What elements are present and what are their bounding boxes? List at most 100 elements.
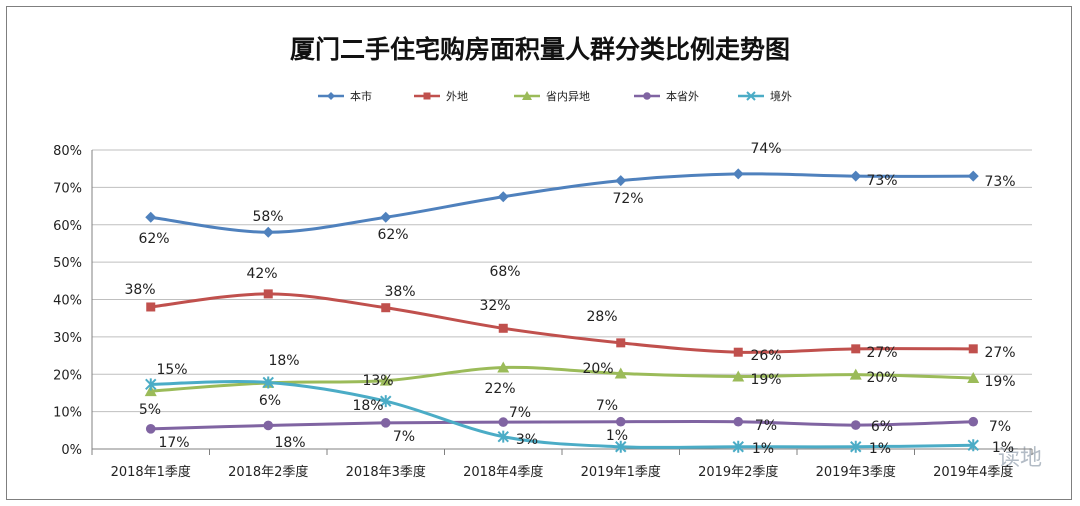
data-point — [850, 170, 862, 182]
data-point — [967, 439, 979, 452]
watermark: 读地 — [997, 446, 1042, 471]
data-point — [380, 211, 392, 223]
data-label: 62% — [138, 231, 169, 247]
series-line-3 — [150, 419, 974, 431]
data-label: 1% — [606, 428, 628, 444]
series-line-0 — [150, 172, 974, 234]
data-label: 1% — [992, 440, 1014, 456]
data-label: 27% — [866, 345, 897, 361]
data-point — [849, 368, 862, 380]
data-point — [263, 420, 274, 431]
data-label: 42% — [246, 266, 277, 282]
y-tick-label: 10% — [53, 406, 82, 421]
y-tick-label: 20% — [53, 368, 82, 383]
x-tick-label: 2019年2季度 — [698, 464, 778, 480]
data-label: 19% — [984, 374, 1015, 390]
data-label: 7% — [509, 405, 531, 421]
data-point — [381, 303, 391, 313]
data-point — [733, 416, 744, 427]
data-label: 72% — [612, 191, 643, 207]
data-label: 1% — [869, 441, 891, 457]
data-label: 6% — [871, 419, 893, 435]
data-point — [145, 211, 157, 223]
legend-marker — [522, 91, 532, 100]
x-tick-label: 2018年2季度 — [228, 464, 308, 480]
data-label: 20% — [866, 370, 897, 386]
legend-marker — [327, 92, 335, 100]
legend-marker — [746, 91, 756, 101]
data-point — [968, 416, 979, 427]
data-label: 1% — [752, 441, 774, 457]
y-tick-label: 80% — [53, 144, 82, 159]
y-tick-label: 60% — [53, 219, 82, 234]
data-point — [497, 430, 509, 443]
data-point — [262, 376, 274, 389]
data-label: 68% — [489, 264, 520, 280]
data-point — [614, 367, 627, 379]
data-label: 28% — [586, 309, 617, 325]
data-label: 13% — [362, 373, 393, 389]
data-point — [850, 420, 861, 430]
legend-marker — [643, 92, 651, 100]
y-tick-label: 40% — [53, 294, 82, 309]
legend-label: 外地 — [446, 90, 468, 103]
data-label: 3% — [516, 432, 538, 448]
data-label: 18% — [274, 435, 305, 451]
legend-label: 本市 — [350, 89, 372, 103]
data-point — [615, 440, 627, 453]
data-label: 27% — [984, 345, 1015, 361]
legend-label: 本省外 — [666, 89, 699, 103]
data-point — [851, 344, 861, 354]
data-label: 19% — [750, 372, 781, 388]
data-label: 73% — [866, 173, 897, 189]
data-point — [498, 417, 509, 427]
chart-frame — [6, 6, 1072, 500]
data-point — [968, 344, 978, 354]
data-point — [262, 226, 274, 238]
data-label: 22% — [484, 381, 515, 397]
legend-marker — [423, 92, 431, 100]
data-label: 62% — [377, 227, 408, 243]
y-tick-label: 50% — [53, 256, 82, 271]
data-label: 20% — [582, 361, 613, 377]
x-tick-label: 2019年1季度 — [581, 464, 661, 480]
data-point — [146, 302, 156, 312]
data-label: 7% — [755, 418, 777, 434]
series-line-4 — [150, 380, 974, 450]
data-label: 7% — [596, 398, 618, 414]
data-label: 7% — [989, 419, 1011, 435]
data-point — [732, 370, 745, 382]
data-point — [732, 440, 744, 453]
data-label: 38% — [384, 284, 415, 300]
data-label: 18% — [268, 353, 299, 369]
data-point — [144, 385, 157, 397]
data-label: 17% — [158, 435, 189, 451]
y-tick-label: 0% — [61, 443, 82, 458]
x-tick-label: 2018年4季度 — [463, 464, 543, 480]
data-point — [733, 347, 743, 357]
data-point — [967, 371, 980, 383]
series-line-1 — [150, 292, 974, 354]
data-point — [379, 374, 392, 386]
x-tick-label: 2018年1季度 — [111, 464, 191, 480]
data-point — [380, 395, 392, 408]
y-tick-label: 30% — [53, 331, 82, 346]
x-tick-label: 2018年3季度 — [346, 464, 426, 480]
legend-label: 省内异地 — [546, 89, 590, 103]
y-tick-label: 70% — [53, 181, 82, 196]
data-point — [615, 175, 627, 187]
data-point — [497, 191, 509, 203]
data-point — [967, 170, 979, 182]
data-label: 38% — [124, 282, 155, 298]
x-tick-label: 2019年3季度 — [816, 464, 896, 480]
data-label: 58% — [252, 209, 283, 225]
data-label: 74% — [750, 141, 781, 157]
data-point — [263, 289, 273, 299]
data-label: 32% — [479, 298, 510, 314]
data-label: 7% — [393, 429, 415, 445]
series-line-2 — [150, 365, 974, 393]
data-point — [732, 168, 744, 180]
data-label: 6% — [259, 393, 281, 409]
data-point — [615, 416, 626, 427]
chart-title: 厦门二手住宅购房面积量人群分类比例走势图 — [289, 35, 790, 64]
